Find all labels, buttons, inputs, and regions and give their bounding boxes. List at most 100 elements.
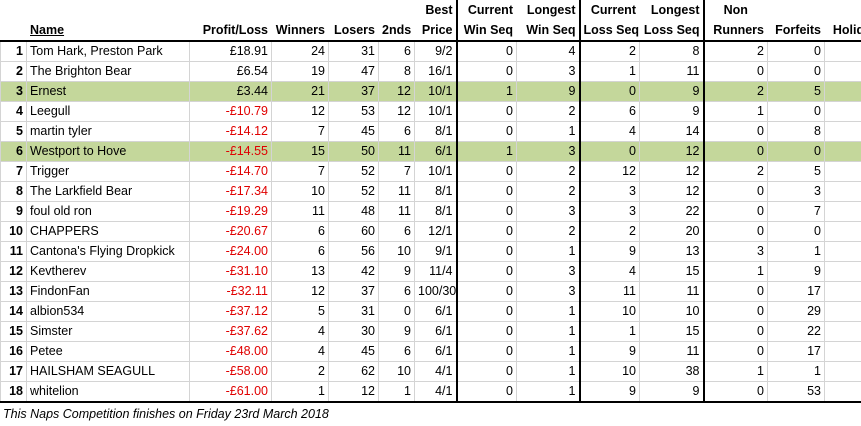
cell-holiday: 1	[824, 81, 861, 102]
standings-table: Best Current Longest Current Longest Non…	[0, 0, 861, 403]
cell-current-loss-seq: 3	[579, 201, 640, 222]
cell-losers: 42	[328, 261, 379, 282]
cell-losers: 37	[328, 281, 379, 302]
cell-longest-win-seq: 3	[516, 261, 581, 282]
cell-rank: 18	[0, 381, 27, 403]
cell-holiday: 6	[824, 121, 861, 142]
cell-winners: 11	[271, 201, 329, 222]
cell-non-runners: 0	[703, 141, 768, 162]
cell-longest-win-seq: 2	[516, 221, 581, 242]
cell-2nds: 9	[378, 321, 415, 342]
cell-name: whitelion	[26, 381, 190, 403]
cell-forfeits: 9	[767, 261, 825, 282]
cell-winners: 12	[271, 281, 329, 302]
cell-2nds: 8	[378, 61, 415, 82]
cell-rank: 17	[0, 361, 27, 382]
cell-name: CHAPPERS	[26, 221, 190, 242]
cell-best-price: 6/1	[414, 321, 457, 342]
cell-profit-loss: -£37.62	[189, 321, 272, 342]
cell-profit-loss: -£10.79	[189, 101, 272, 122]
cell-2nds: 11	[378, 141, 415, 162]
cell-holiday: 0	[824, 361, 861, 382]
cell-2nds: 11	[378, 181, 415, 202]
header-current-loss: Current	[579, 0, 640, 21]
cell-rank: 2	[0, 61, 27, 82]
cell-best-price: 10/1	[414, 161, 457, 182]
header-name: Name	[30, 23, 65, 37]
cell-holiday: 0	[824, 241, 861, 262]
cell-forfeits: 1	[767, 241, 825, 262]
cell-non-runners: 1	[703, 261, 768, 282]
cell-profit-loss: -£31.10	[189, 261, 272, 282]
cell-longest-win-seq: 2	[516, 161, 581, 182]
table-row: 11 Cantona's Flying Dropkick -£24.00 6 56 10 9…	[0, 241, 861, 262]
cell-longest-loss-seq: 13	[639, 241, 705, 262]
cell-best-price: 10/1	[414, 81, 457, 102]
cell-holiday: 1	[824, 301, 861, 322]
cell-profit-loss: -£14.70	[189, 161, 272, 182]
cell-forfeits: 7	[767, 201, 825, 222]
cell-current-loss-seq: 11	[579, 281, 640, 302]
cell-longest-loss-seq: 15	[639, 261, 705, 282]
cell-longest-loss-seq: 22	[639, 201, 705, 222]
cell-winners: 7	[271, 121, 329, 142]
header-non: Non	[703, 0, 768, 21]
cell-name: martin tyler	[26, 121, 190, 142]
cell-losers: 52	[328, 161, 379, 182]
cell-forfeits: 0	[767, 101, 825, 122]
cell-winners: 24	[271, 40, 329, 62]
cell-best-price: 6/1	[414, 301, 457, 322]
header-2nds: 2nds	[378, 20, 415, 42]
cell-profit-loss: -£58.00	[189, 361, 272, 382]
cell-holiday: 0	[824, 281, 861, 302]
cell-winners: 7	[271, 161, 329, 182]
cell-winners: 6	[271, 241, 329, 262]
cell-rank: 10	[0, 221, 27, 242]
cell-losers: 45	[328, 121, 379, 142]
cell-profit-loss: -£37.12	[189, 301, 272, 322]
cell-forfeits: 5	[767, 81, 825, 102]
cell-current-loss-seq: 1	[579, 321, 640, 342]
cell-longest-win-seq: 3	[516, 281, 581, 302]
cell-current-win-seq: 0	[455, 61, 517, 82]
cell-best-price: 9/2	[414, 40, 457, 62]
cell-losers: 62	[328, 361, 379, 382]
header-longest-loss: Longest	[639, 0, 705, 21]
cell-longest-win-seq: 2	[516, 101, 581, 122]
cell-longest-loss-seq: 12	[639, 141, 705, 162]
cell-winners: 4	[271, 321, 329, 342]
cell-rank: 11	[0, 241, 27, 262]
cell-longest-loss-seq: 8	[639, 40, 705, 62]
cell-non-runners: 1	[703, 361, 768, 382]
cell-holiday: 1	[824, 181, 861, 202]
cell-2nds: 0	[378, 301, 415, 322]
cell-current-loss-seq: 10	[579, 301, 640, 322]
cell-profit-loss: -£14.12	[189, 121, 272, 142]
cell-longest-win-seq: 1	[516, 381, 581, 403]
cell-current-loss-seq: 0	[579, 141, 640, 162]
header-price: Price	[414, 20, 457, 42]
table-row: 1 Tom Hark, Preston Park £18.91 24 31 6 9/2 0 4 2…	[0, 40, 861, 62]
cell-forfeits: 1	[767, 361, 825, 382]
cell-best-price: 4/1	[414, 361, 457, 382]
cell-forfeits: 0	[767, 141, 825, 162]
cell-forfeits: 3	[767, 181, 825, 202]
cell-winners: 13	[271, 261, 329, 282]
cell-current-win-seq: 0	[455, 161, 517, 182]
cell-longest-win-seq: 4	[516, 40, 581, 62]
cell-rank: 6	[0, 141, 27, 162]
cell-name: Trigger	[26, 161, 190, 182]
cell-current-win-seq: 0	[455, 181, 517, 202]
cell-winners: 2	[271, 361, 329, 382]
cell-longest-win-seq: 3	[516, 61, 581, 82]
cell-losers: 56	[328, 241, 379, 262]
cell-rank: 13	[0, 281, 27, 302]
footer-note: This Naps Competition finishes on Friday…	[3, 406, 329, 421]
cell-2nds: 6	[378, 221, 415, 242]
cell-holiday: 1	[824, 141, 861, 162]
cell-name: Westport to Hove	[26, 141, 190, 162]
header-win-seq: Win Seq	[455, 20, 517, 42]
